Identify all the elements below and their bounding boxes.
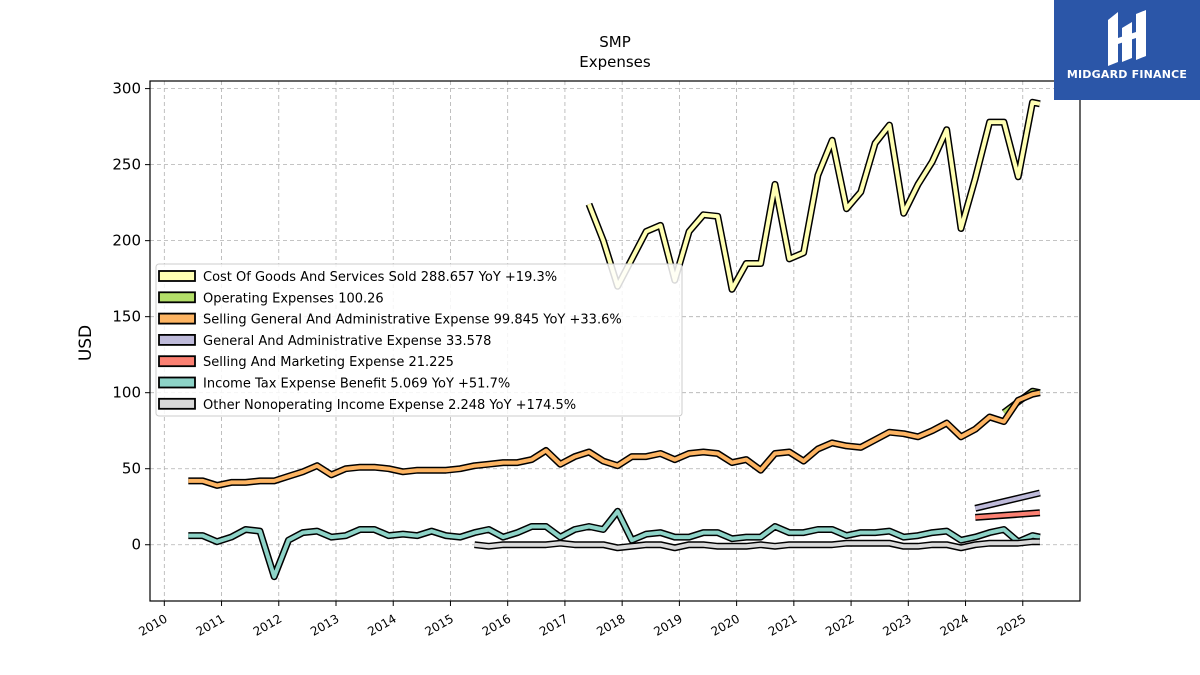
legend-label: Income Tax Expense Benefit 5.069 YoY +51… (203, 377, 510, 392)
legend-swatch (158, 333, 196, 346)
series-layer (188, 98, 1041, 581)
chart-subtitle: Expenses (579, 53, 651, 71)
y-tick-label: 300 (112, 80, 141, 98)
legend-label: Selling And Marketing Expense 21.225 (203, 355, 454, 370)
legend-swatch (158, 270, 196, 282)
series-line-selling-and-marketing-expense (975, 510, 1041, 520)
y-tick-label: 0 (131, 536, 141, 554)
legend-swatch (158, 312, 196, 325)
x-tick-label: 2011 (194, 611, 227, 638)
x-tick-label: 2020 (709, 611, 742, 638)
logo-mark-icon (1108, 10, 1146, 66)
legend-label: Operating Expenses 100.26 (203, 291, 384, 306)
y-tick-label: 250 (112, 156, 141, 174)
x-tick-label: 2016 (480, 611, 513, 638)
plot-frame (149, 80, 1081, 602)
chart-title: SMP (599, 33, 631, 51)
y-tick-label: 200 (112, 232, 141, 250)
x-tick-label: 2019 (651, 611, 684, 638)
y-tick-label: 150 (112, 308, 141, 326)
x-tick-label: 2024 (938, 611, 971, 638)
legend-label: General And Administrative Expense 33.57… (203, 334, 491, 349)
x-tick-label: 2018 (594, 611, 627, 638)
x-tick-label: 2017 (537, 611, 570, 638)
series-line-other-nonoperating-income-expense (474, 539, 1040, 550)
series-line-general-and-administrative-expense (974, 491, 1041, 511)
series-line-cost-of-goods-and-services-sold (587, 100, 1041, 292)
x-tick-label: 2015 (423, 611, 456, 638)
y-tick-label: 50 (122, 460, 141, 478)
legend: Cost Of Goods And Services Sold 288.657 … (155, 263, 683, 417)
x-tick-label: 2013 (308, 611, 341, 638)
y-tick-label: 100 (112, 384, 141, 402)
midgard-finance-logo: MIDGARD FINANCE (1054, 0, 1200, 100)
legend-label: Cost Of Goods And Services Sold 288.657 … (203, 270, 557, 285)
x-tick-label: 2014 (365, 611, 398, 638)
y-axis-label: USD (76, 325, 96, 361)
legend-swatch (158, 376, 196, 389)
x-tick-label: 2010 (136, 611, 169, 638)
x-tick-label: 2021 (766, 611, 799, 638)
legend-label: Selling General And Administrative Expen… (203, 313, 622, 328)
legend-swatch (158, 291, 196, 304)
legend-swatch (158, 397, 196, 410)
legend-swatch (158, 355, 196, 368)
series-line-selling-general-and-administrative-expense (188, 390, 1041, 488)
x-tick-label: 2025 (995, 611, 1028, 638)
x-tick-label: 2023 (880, 611, 913, 638)
logo-text: MIDGARD FINANCE (1066, 68, 1188, 81)
x-tick-label: 2022 (823, 611, 856, 638)
x-tick-label: 2012 (251, 611, 284, 638)
legend-label: Other Nonoperating Income Expense 2.248 … (203, 398, 576, 413)
series-line-income-tax-expense-benefit (188, 509, 1041, 579)
legend-box (155, 263, 683, 417)
